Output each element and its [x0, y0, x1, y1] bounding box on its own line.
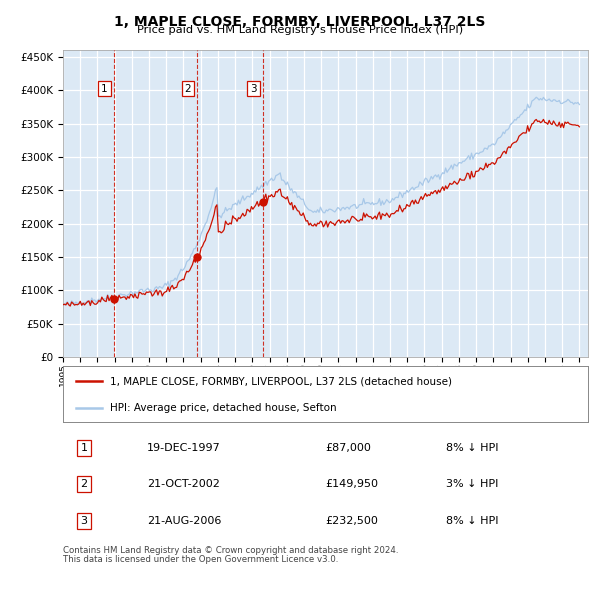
Text: 1: 1	[101, 84, 108, 93]
Text: Contains HM Land Registry data © Crown copyright and database right 2024.: Contains HM Land Registry data © Crown c…	[63, 546, 398, 555]
Text: 2: 2	[184, 84, 191, 93]
Text: 3: 3	[80, 516, 88, 526]
Text: 2: 2	[80, 479, 88, 489]
Text: 1, MAPLE CLOSE, FORMBY, LIVERPOOL, L37 2LS (detached house): 1, MAPLE CLOSE, FORMBY, LIVERPOOL, L37 2…	[110, 376, 452, 386]
Text: 19-DEC-1997: 19-DEC-1997	[147, 443, 221, 453]
Text: £87,000: £87,000	[325, 443, 371, 453]
Text: 1, MAPLE CLOSE, FORMBY, LIVERPOOL, L37 2LS: 1, MAPLE CLOSE, FORMBY, LIVERPOOL, L37 2…	[115, 15, 485, 30]
Text: Price paid vs. HM Land Registry's House Price Index (HPI): Price paid vs. HM Land Registry's House …	[137, 25, 463, 35]
Text: £232,500: £232,500	[325, 516, 379, 526]
Text: £149,950: £149,950	[325, 479, 379, 489]
Text: 8% ↓ HPI: 8% ↓ HPI	[446, 443, 499, 453]
Text: 8% ↓ HPI: 8% ↓ HPI	[446, 516, 499, 526]
Text: 21-AUG-2006: 21-AUG-2006	[147, 516, 221, 526]
Text: HPI: Average price, detached house, Sefton: HPI: Average price, detached house, Seft…	[110, 403, 337, 413]
Text: 3% ↓ HPI: 3% ↓ HPI	[446, 479, 499, 489]
Text: 1: 1	[80, 443, 88, 453]
Text: 21-OCT-2002: 21-OCT-2002	[147, 479, 220, 489]
Text: 3: 3	[250, 84, 257, 93]
Text: This data is licensed under the Open Government Licence v3.0.: This data is licensed under the Open Gov…	[63, 555, 338, 563]
